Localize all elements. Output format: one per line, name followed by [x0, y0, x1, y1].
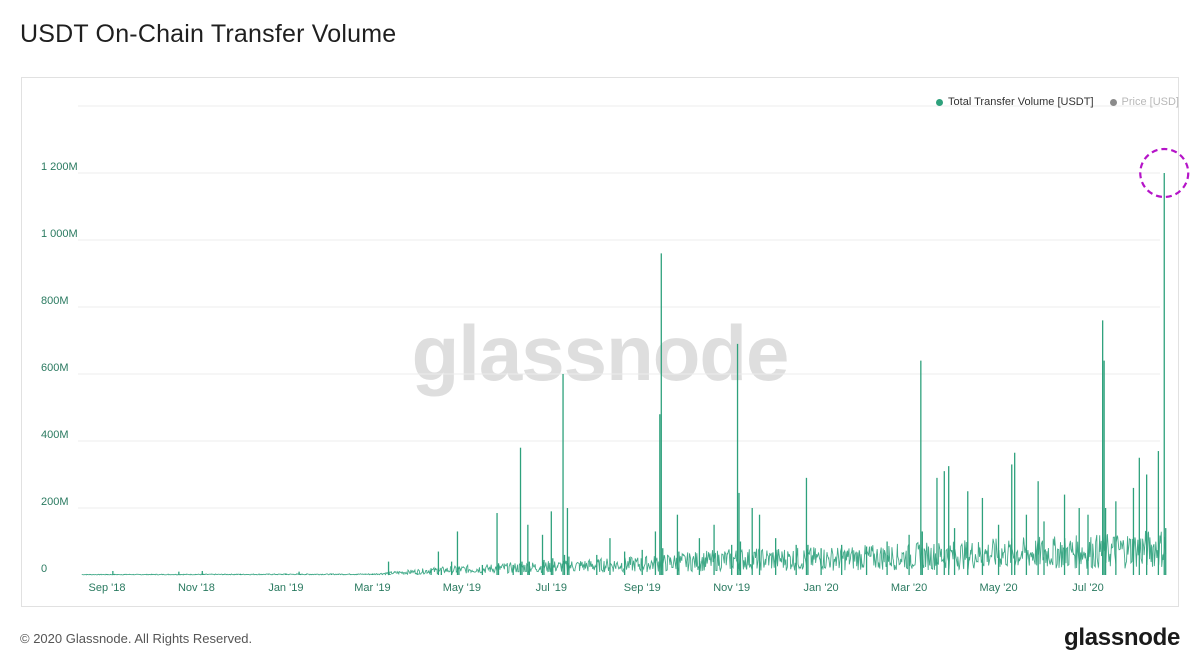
y-axis: 0 200M 400M 600M 800M 1 000M 1 200M	[41, 161, 78, 575]
grid-lines	[78, 105, 1160, 509]
y-tick-label: 1 000M	[41, 228, 78, 240]
x-tick-label: Nov '18	[178, 582, 215, 594]
watermark: glassnode	[412, 309, 789, 397]
y-tick-label: 800M	[41, 295, 69, 307]
x-axis: Sep '18 Nov '18 Jan '19 Mar '19 May '19 Jul '…	[89, 582, 1104, 594]
x-tick-label: Jan '20	[804, 582, 839, 594]
legend-item-price[interactable]: Price [USD]	[1109, 96, 1179, 108]
legend-item-volume[interactable]: Total Transfer Volume [USDT]	[936, 96, 1094, 108]
glassnode-logo: glassnode	[1064, 624, 1180, 651]
y-tick-label: 1 200M	[41, 161, 78, 173]
x-tick-label: Jul '19	[536, 582, 567, 594]
x-tick-label: Sep '19	[624, 582, 661, 594]
legend-label-volume: Total Transfer Volume [USDT]	[948, 96, 1094, 108]
x-tick-label: May '19	[443, 582, 481, 594]
series-layer	[81, 173, 1167, 576]
x-tick-label: Mar '20	[891, 582, 927, 594]
series-line-volume	[82, 530, 1167, 576]
x-tick-label: May '20	[979, 582, 1017, 594]
chart-frame	[21, 77, 1179, 607]
legend-dot-price	[1109, 98, 1117, 106]
y-tick-label: 400M	[41, 429, 69, 441]
x-tick-label: Jan '19	[268, 582, 303, 594]
highlight-circle	[1139, 147, 1190, 199]
x-tick-label: Nov '19	[713, 582, 750, 594]
legend: Total Transfer Volume [USDT] Price [USD]	[936, 96, 1179, 108]
x-tick-label: Mar '19	[354, 582, 390, 594]
y-tick-label: 200M	[41, 496, 69, 508]
legend-label-price: Price [USD]	[1121, 96, 1179, 108]
x-tick-label: Sep '18	[89, 582, 126, 594]
annotation-layer	[1139, 147, 1190, 199]
legend-dot-volume	[936, 98, 944, 106]
page-title: USDT On-Chain Transfer Volume	[20, 20, 397, 48]
copyright-text: © 2020 Glassnode. All Rights Reserved.	[20, 631, 253, 646]
y-tick-label: 600M	[41, 362, 69, 374]
y-tick-label: 0	[41, 563, 47, 575]
x-tick-label: Jul '20	[1072, 582, 1103, 594]
